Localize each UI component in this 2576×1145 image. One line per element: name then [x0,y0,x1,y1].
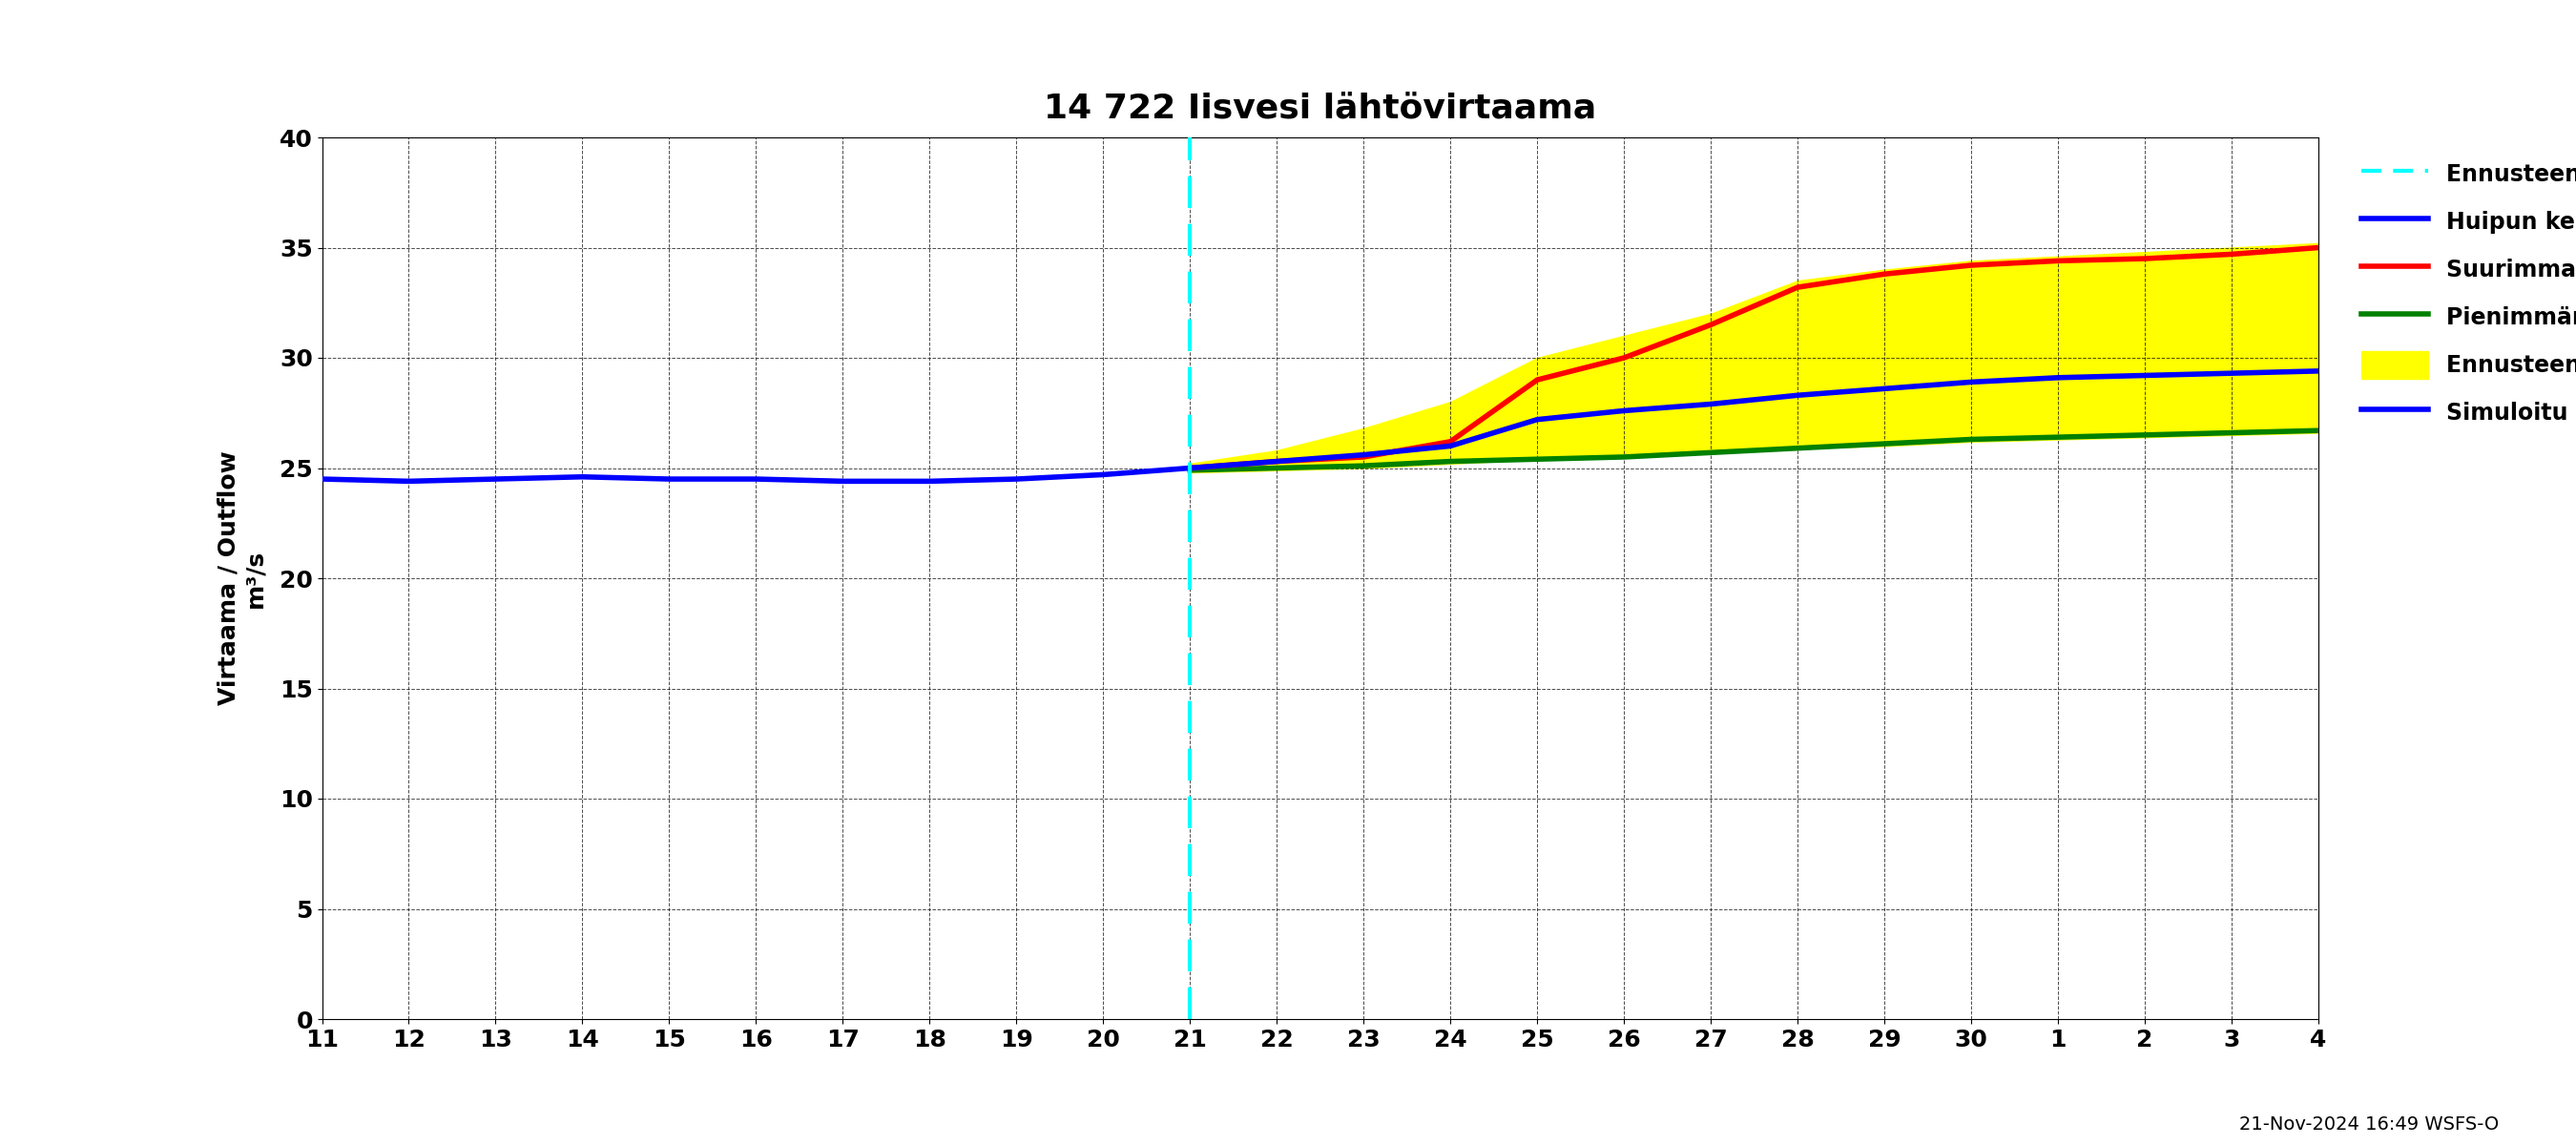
Title: 14 722 Iisvesi lähtövirtaama: 14 722 Iisvesi lähtövirtaama [1043,92,1597,124]
Legend: Ennusteen alku, Huipun keskiennuste, Suurimman huipun ennuste, Pienimmän huipun : Ennusteen alku, Huipun keskiennuste, Suu… [2349,149,2576,437]
Y-axis label: Virtaama / Outflow
m³/s: Virtaama / Outflow m³/s [216,451,265,705]
Text: 21-Nov-2024 16:49 WSFS-O: 21-Nov-2024 16:49 WSFS-O [2239,1115,2499,1134]
